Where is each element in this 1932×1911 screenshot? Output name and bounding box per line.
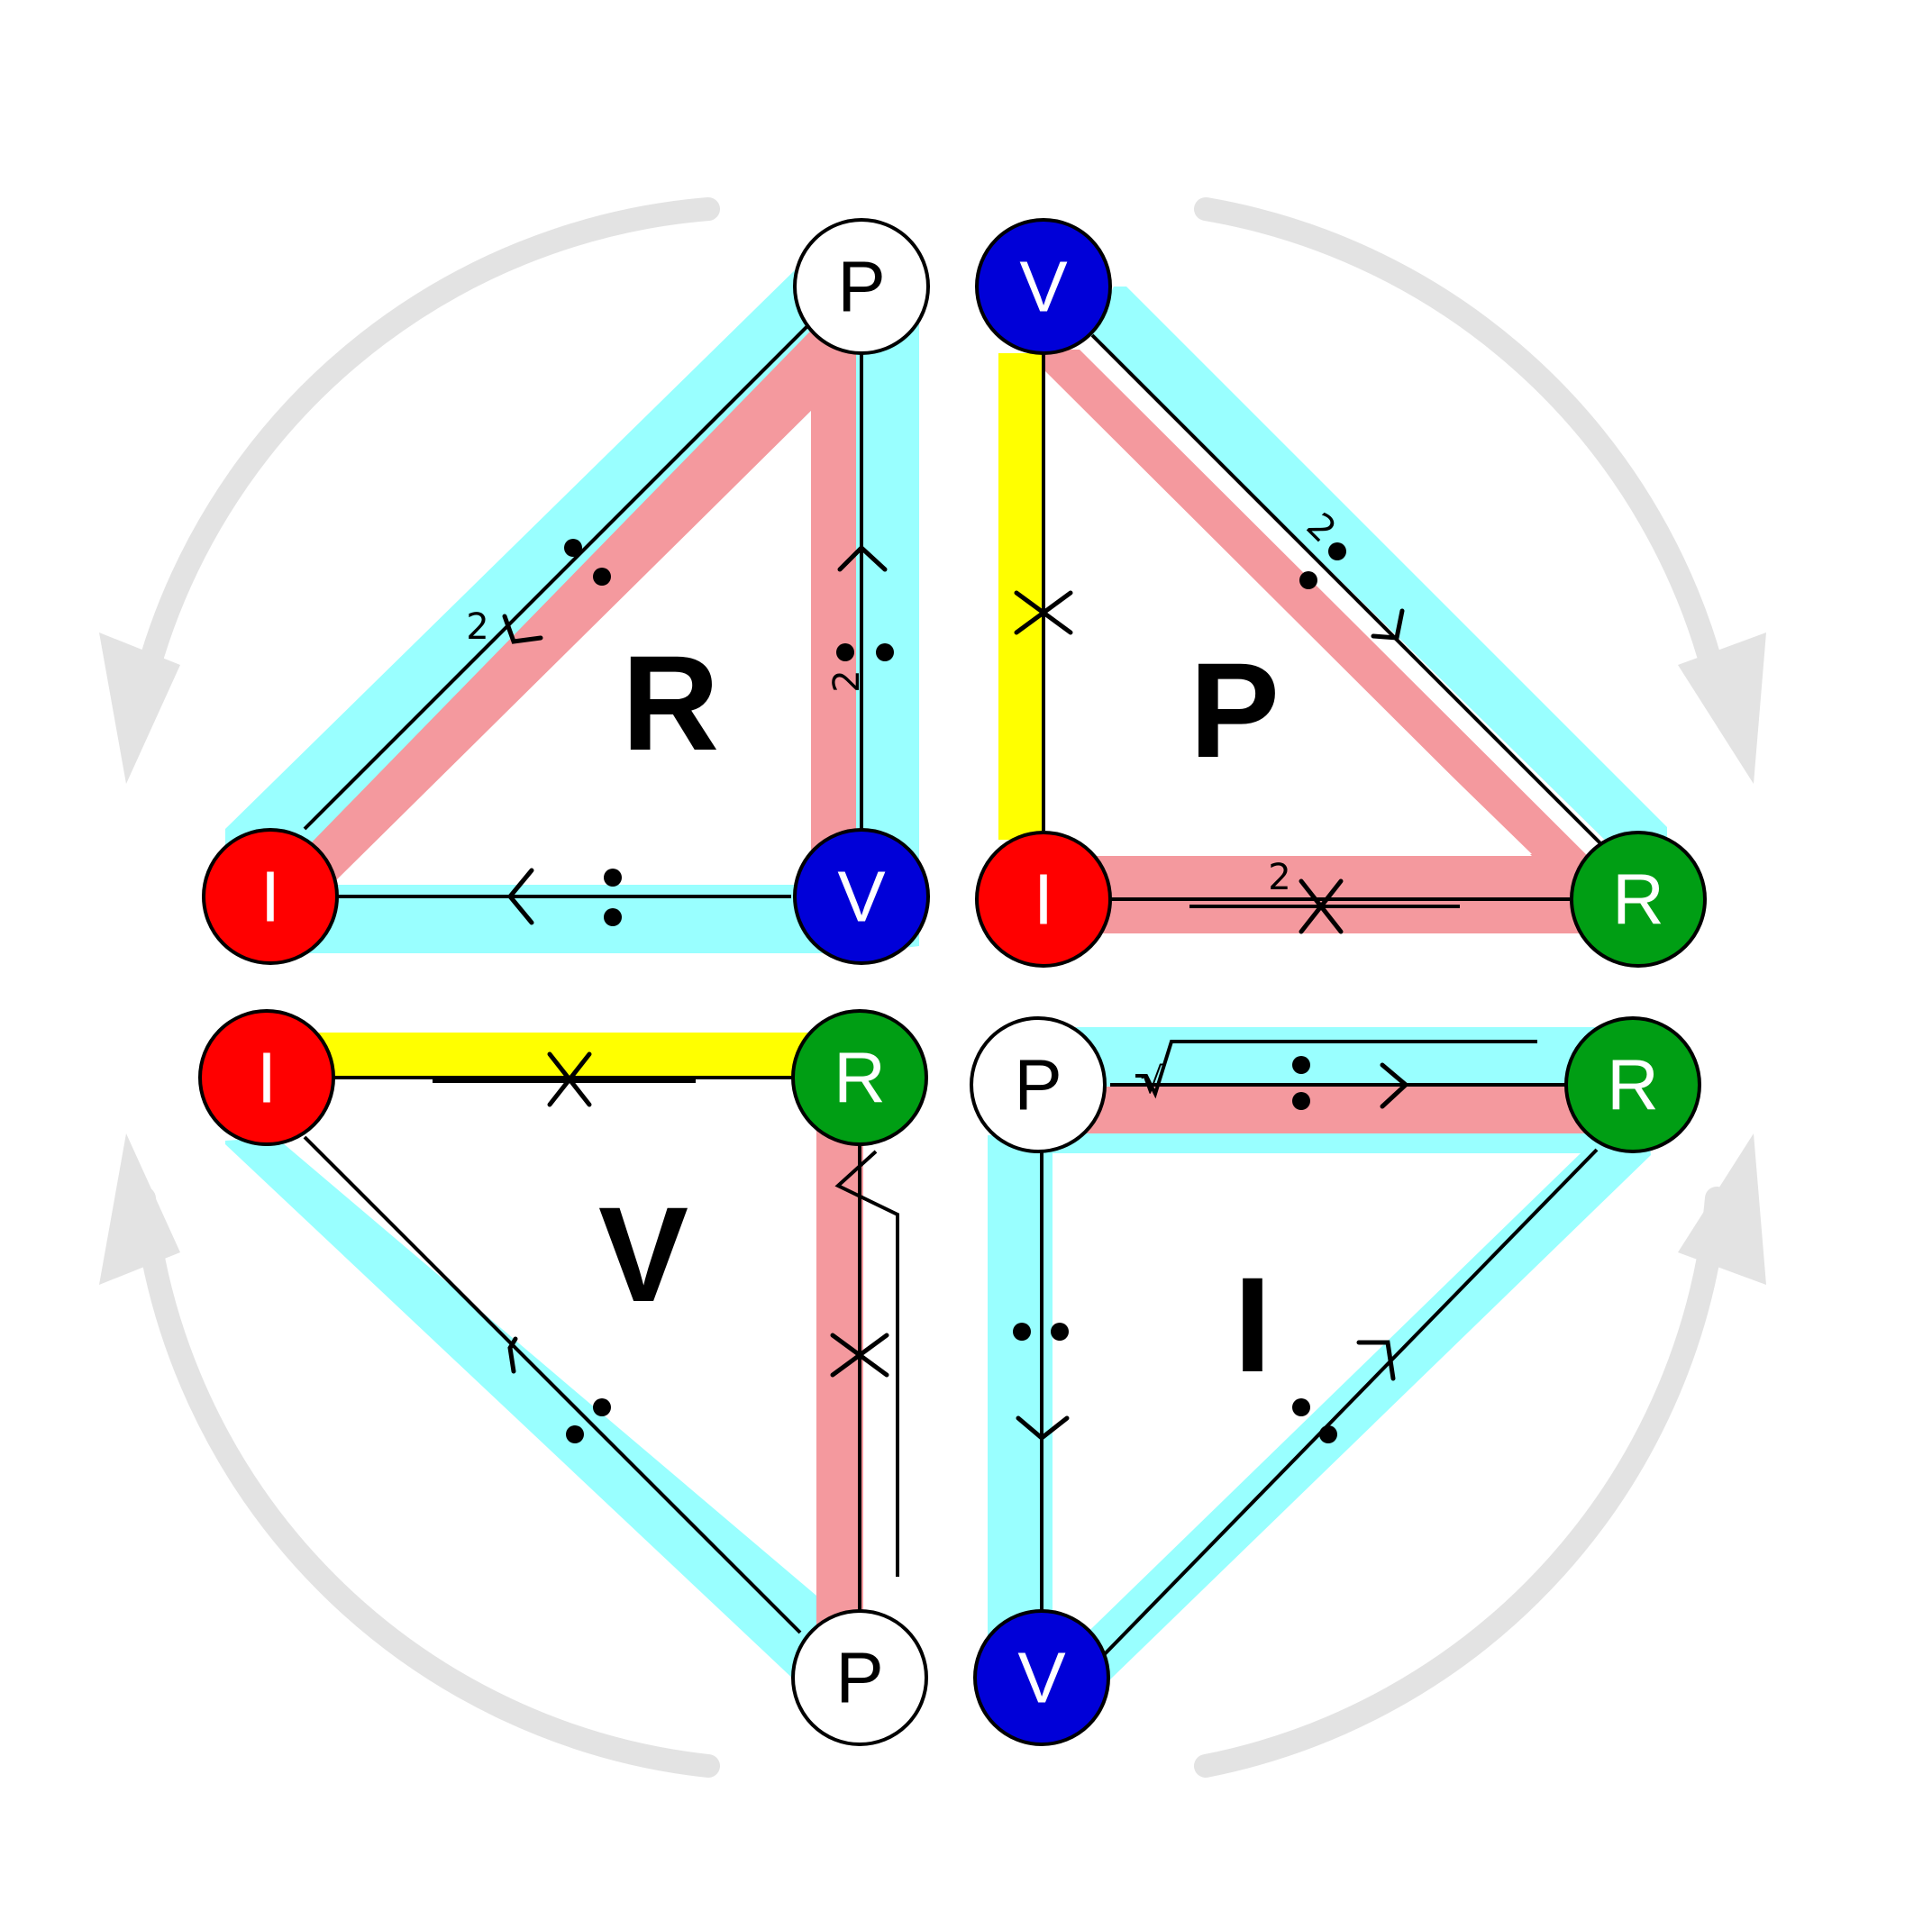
svg-text:P: P xyxy=(1014,1045,1062,1125)
node-R: R xyxy=(1570,831,1707,968)
root-symbol: √ xyxy=(1140,1060,1163,1102)
cycle-arrows xyxy=(99,197,1766,1778)
curved-arrow-clockwise-icon xyxy=(1194,197,1766,784)
node-I: I xyxy=(975,831,1112,968)
power-two-label: 2 xyxy=(826,669,868,692)
svg-text:I: I xyxy=(260,857,280,937)
triangle-title: V xyxy=(598,1178,688,1330)
triangle-title: P xyxy=(1189,634,1280,786)
triangle-title: R xyxy=(622,627,719,778)
svg-text:V: V xyxy=(1019,247,1068,327)
curved-arrow-clockwise-icon xyxy=(99,197,720,784)
power-two-label: 2 xyxy=(466,606,488,648)
node-R: R xyxy=(791,1009,928,1146)
svg-text:P: P xyxy=(837,247,885,327)
svg-text:R: R xyxy=(1607,1045,1659,1125)
curved-arrow-clockwise-icon xyxy=(99,1133,720,1778)
svg-text:R: R xyxy=(834,1038,886,1118)
curved-arrow-clockwise-icon xyxy=(1194,1133,1766,1778)
node-P: P xyxy=(793,218,930,355)
svg-text:P: P xyxy=(835,1638,883,1718)
node-I: I xyxy=(198,1009,335,1146)
power-two-label: 2 xyxy=(1268,857,1290,898)
node-I: I xyxy=(202,828,339,965)
node-P: P xyxy=(970,1016,1107,1153)
triangle-V: V I R P xyxy=(198,1009,928,1746)
svg-text:V: V xyxy=(837,857,886,937)
triangle-R: 2 2 R P I V xyxy=(202,218,930,965)
node-R: R xyxy=(1564,1016,1701,1153)
node-P: P xyxy=(791,1609,928,1746)
node-V: V xyxy=(975,218,1112,355)
svg-text:I: I xyxy=(1034,860,1053,940)
triangle-title: I xyxy=(1234,1249,1271,1400)
node-V: V xyxy=(793,828,930,965)
triangle-I: √ I P R V xyxy=(970,1016,1701,1746)
svg-text:I: I xyxy=(257,1038,277,1118)
triangle-P: 2 2 P V I R xyxy=(975,218,1707,968)
svg-text:V: V xyxy=(1017,1638,1066,1718)
svg-text:R: R xyxy=(1612,860,1664,940)
node-V: V xyxy=(973,1609,1110,1746)
